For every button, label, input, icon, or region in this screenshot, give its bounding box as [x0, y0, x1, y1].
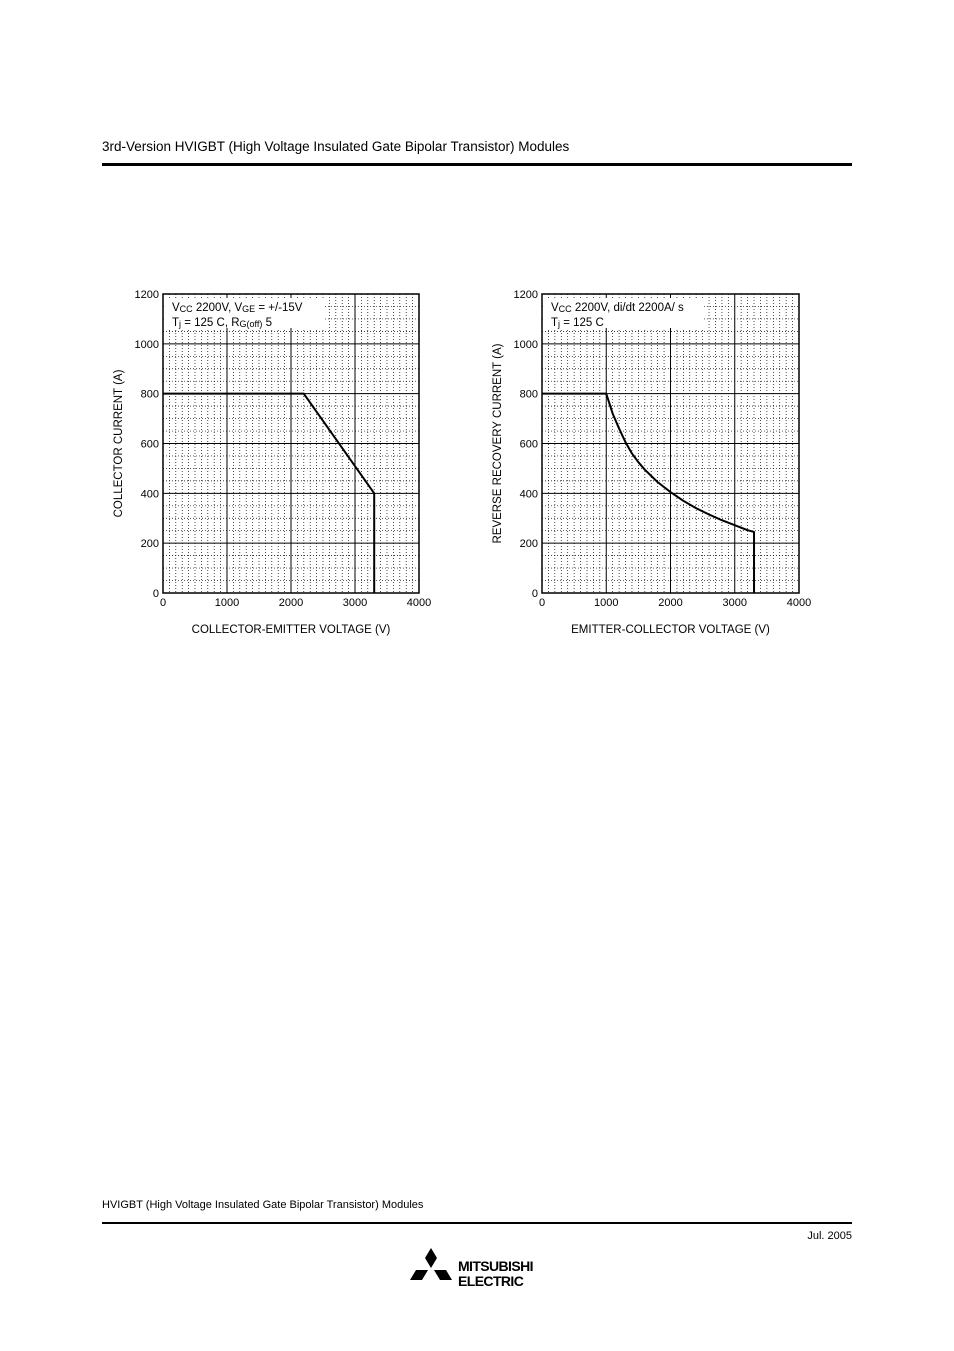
mitsubishi-logo-icon: [410, 1248, 452, 1280]
x-tick-label: 1000: [215, 597, 239, 609]
logo-line-1: MITSUBISHI: [458, 1258, 533, 1274]
x-tick-label: 2000: [279, 597, 303, 609]
page-title: 3rd-Version HVIGBT (High Voltage Insulat…: [102, 139, 570, 154]
y-axis-label: REVERSE RECOVERY CURRENT (A): [492, 343, 504, 543]
footer-title: HVIGBT (High Voltage Insulated Gate Bipo…: [102, 1199, 424, 1211]
footer-rule: [102, 1222, 852, 1224]
annotation-background: [545, 298, 703, 328]
x-tick-label: 3000: [343, 597, 367, 609]
y-axis-label: COLLECTOR CURRENT (A): [113, 369, 125, 517]
x-axis-label: EMITTER-COLLECTOR VOLTAGE (V): [571, 624, 770, 636]
series-line: [163, 392, 376, 593]
x-tick-label: 4000: [407, 597, 431, 609]
annotation-line: Tj = 125 C, RG(off) 5: [172, 317, 272, 329]
y-tick-label: 400: [141, 488, 159, 500]
x-tick-label: 0: [539, 597, 545, 609]
logo-line-2: ELECTRIC: [458, 1273, 524, 1289]
x-tick-label: 1000: [594, 597, 618, 609]
chart-reverse-recovery-current: VCC 2200V, di/dt 2200A/ s Tj = 125 C 0 1000…: [492, 289, 811, 636]
x-tick-label: 3000: [723, 597, 747, 609]
chart-collector-current: VCC 2200V, VGE = +/-15V Tj = 125 C, RG(of…: [113, 289, 431, 636]
footer-date: Jul. 2005: [807, 1230, 852, 1242]
x-tick-label: 0: [160, 597, 166, 609]
x-tick-label: 2000: [658, 597, 682, 609]
y-tick-label: 200: [141, 538, 159, 550]
header-rule: [102, 163, 852, 166]
annotation-line: Tj = 125 C: [551, 317, 604, 329]
y-tick-label: 1000: [514, 339, 538, 351]
plot-frame: [541, 293, 800, 594]
y-tick-label: 800: [520, 389, 538, 401]
annotation-line: VCC 2200V, di/dt 2200A/ s: [551, 302, 684, 314]
y-tick-label: 600: [141, 439, 159, 451]
y-tick-label: 400: [520, 488, 538, 500]
plot-frame: [162, 293, 420, 594]
x-axis-label: COLLECTOR-EMITTER VOLTAGE (V): [192, 624, 391, 636]
annotation-line: VCC 2200V, VGE = +/-15V: [172, 302, 303, 314]
logo-text: MITSUBISHI ELECTRIC: [458, 1259, 533, 1289]
y-tick-label: 1000: [135, 339, 159, 351]
y-tick-label: 1200: [135, 289, 159, 301]
y-tick-label: 0: [532, 588, 538, 600]
y-tick-label: 1200: [514, 289, 538, 301]
series-line: [542, 392, 756, 593]
y-tick-label: 600: [520, 439, 538, 451]
y-tick-label: 0: [153, 588, 159, 600]
y-tick-label: 800: [141, 389, 159, 401]
x-tick-label: 4000: [787, 597, 811, 609]
annotation-background: [166, 298, 324, 328]
y-tick-label: 200: [520, 538, 538, 550]
